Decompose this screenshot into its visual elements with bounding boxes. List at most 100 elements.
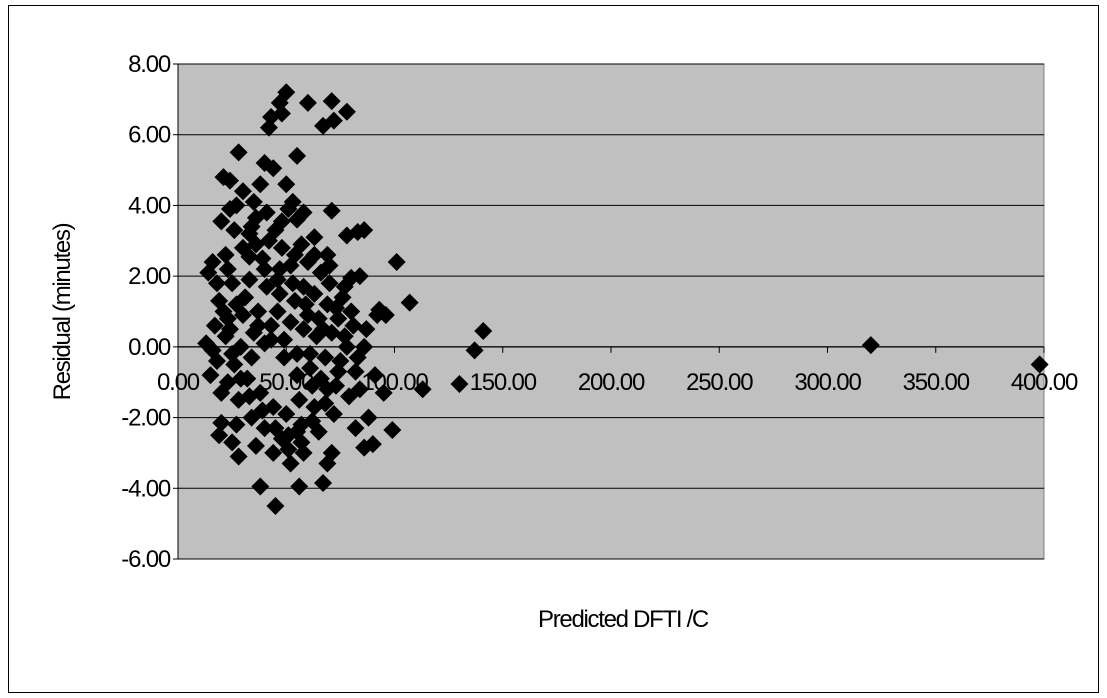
- data-point: [329, 362, 348, 381]
- data-point: [268, 302, 287, 321]
- data-point: [279, 426, 298, 445]
- data-point: [233, 238, 252, 257]
- data-point: [275, 330, 294, 349]
- data-point: [318, 245, 337, 264]
- data-point: [400, 293, 419, 312]
- data-point: [314, 320, 333, 339]
- data-point: [335, 277, 354, 296]
- data-point: [275, 348, 294, 367]
- data-point: [207, 274, 226, 293]
- x-axis-title: Predicted DFTI /C: [538, 606, 709, 633]
- data-point: [277, 175, 296, 194]
- data-point: [223, 274, 242, 293]
- data-point: [387, 253, 406, 271]
- data-point: [255, 260, 274, 279]
- data-point: [305, 245, 324, 264]
- data-point: [225, 221, 244, 240]
- data-point: [318, 380, 337, 399]
- x-tick-label: 0.00: [157, 369, 200, 396]
- data-point: [229, 143, 248, 162]
- data-point: [220, 171, 239, 190]
- data-point: [249, 316, 268, 335]
- data-point: [337, 337, 356, 356]
- data-point: [205, 316, 224, 335]
- data-point: [301, 359, 320, 378]
- y-tick-label: 4.00: [128, 192, 171, 219]
- data-point: [346, 362, 365, 381]
- data-point: [327, 298, 346, 317]
- data-point: [212, 413, 231, 432]
- data-point: [298, 93, 317, 112]
- data-point: [240, 270, 259, 289]
- data-point: [240, 387, 259, 406]
- data-point: [270, 284, 289, 303]
- data-point: [257, 277, 276, 296]
- data-point: [246, 235, 265, 254]
- data-point: [266, 221, 285, 240]
- data-point: [292, 415, 311, 434]
- data-point: [465, 341, 484, 360]
- data-point: [212, 383, 231, 402]
- data-point: [249, 302, 268, 321]
- data-point: [264, 443, 283, 462]
- data-point: [288, 366, 307, 385]
- data-point: [450, 374, 469, 393]
- y-tick-label: 8.00: [128, 51, 171, 78]
- data-point: [324, 111, 343, 130]
- data-point: [322, 92, 341, 111]
- data-point: [376, 306, 395, 325]
- x-tick-label: 250.00: [686, 369, 753, 396]
- data-point: [283, 274, 302, 293]
- x-tick-label: 150.00: [470, 369, 537, 396]
- y-tick-label: 6.00: [128, 122, 171, 149]
- data-point: [251, 175, 270, 194]
- data-point: [1030, 355, 1049, 374]
- data-point: [355, 221, 374, 240]
- data-point: [227, 415, 246, 434]
- data-point: [223, 433, 242, 452]
- data-point: [296, 295, 315, 314]
- data-point: [270, 260, 289, 279]
- data-point: [348, 348, 367, 367]
- data-point: [366, 366, 385, 385]
- data-point: [251, 477, 270, 496]
- data-point: [357, 320, 376, 339]
- y-tick-labels: 8.00 6.00 4.00 2.00 0.00 -2.00 -4.00 -6.00: [121, 51, 172, 573]
- data-point: [342, 302, 361, 321]
- data-point: [264, 159, 283, 178]
- data-point: [279, 199, 298, 218]
- data-point: [316, 348, 335, 367]
- data-point: [324, 405, 343, 424]
- data-point: [259, 118, 278, 137]
- data-point: [374, 383, 393, 402]
- data-point: [290, 390, 309, 409]
- data-point: [322, 201, 341, 220]
- data-point: [281, 454, 300, 473]
- data-point: [203, 253, 222, 271]
- data-point: [272, 104, 291, 123]
- data-point: [346, 419, 365, 438]
- data-point: [292, 235, 311, 254]
- data-point: [474, 321, 493, 340]
- data-point: [305, 397, 324, 416]
- data-point: [363, 435, 382, 454]
- data-point: [203, 341, 222, 360]
- axes: [173, 63, 1045, 560]
- data-point: [290, 477, 309, 496]
- data-point: [337, 102, 356, 121]
- data-point: [305, 284, 324, 303]
- data-point: [294, 320, 313, 339]
- data-point: [350, 267, 369, 286]
- data-point: [262, 330, 281, 349]
- data-point: [277, 405, 296, 424]
- data-point: [231, 369, 250, 388]
- data-point: [266, 419, 285, 438]
- data-point: [210, 426, 229, 445]
- data-point: [305, 228, 324, 247]
- data-point: [218, 260, 237, 279]
- data-point: [272, 238, 291, 257]
- data-point: [218, 309, 237, 328]
- y-tick-label: 2.00: [128, 263, 171, 290]
- data-point: [288, 146, 307, 165]
- data-point: [253, 249, 272, 268]
